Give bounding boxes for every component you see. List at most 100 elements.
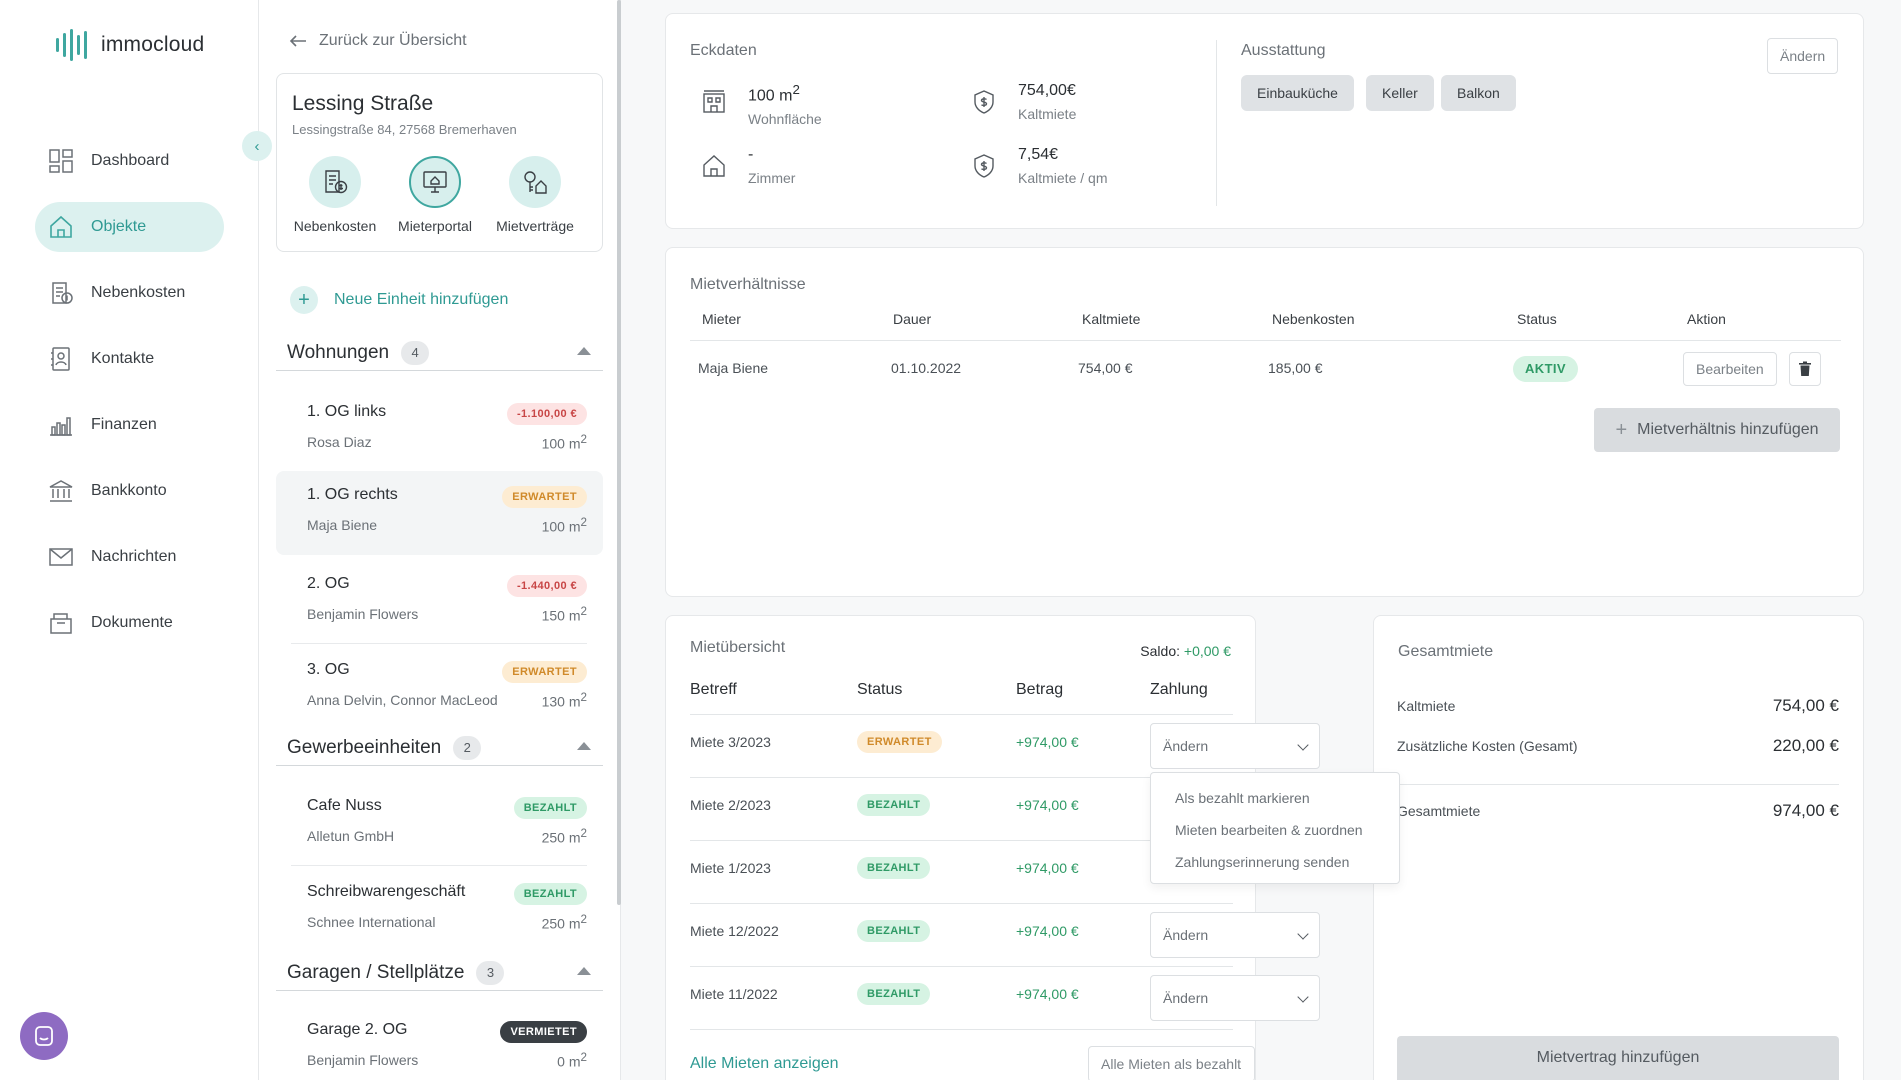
- eckdaten-panel: Eckdaten 100 m2 Wohnfläche 754,00€ Kaltmie…: [665, 13, 1864, 229]
- row-label: Zusätzliche Kosten (Gesamt): [1397, 738, 1578, 754]
- unit-item[interactable]: Garage 2. OG Benjamin Flowers VERMIETET …: [276, 1006, 603, 1080]
- cell-nebenkosten: 185,00 €: [1268, 360, 1323, 376]
- dropdown-item-send-reminder[interactable]: Zahlungserinnerung senden: [1175, 854, 1350, 870]
- unit-item-selected[interactable]: 1. OG rechts Maja Biene ERWARTET 100 m2: [276, 471, 603, 555]
- payment-select[interactable]: Ändern: [1150, 723, 1320, 769]
- unit-item[interactable]: 2. OG Benjamin Flowers -1.440,00 € 150 m…: [276, 560, 603, 644]
- nav-item-label: Objekte: [91, 218, 147, 235]
- unit-size-value: 130 m: [541, 693, 581, 710]
- dropdown-item-edit-assign[interactable]: Mieten bearbeiten & zuordnen: [1175, 822, 1363, 838]
- nav-item-dashboard[interactable]: Dashboard: [35, 136, 224, 186]
- cell-dauer: 01.10.2022: [891, 360, 962, 376]
- edit-tenancy-button[interactable]: Bearbeiten: [1683, 352, 1777, 386]
- ausstattung-edit-button[interactable]: Ändern: [1767, 38, 1839, 74]
- status-badge: BEZAHLT: [857, 983, 931, 1005]
- eck-label: Zimmer: [748, 170, 796, 186]
- logo-bars-icon: [56, 28, 87, 62]
- nav-item-kontakte[interactable]: Kontakte: [35, 334, 224, 384]
- status-badge: BEZAHLT: [857, 920, 931, 942]
- nav-item-nebenkosten[interactable]: Nebenkosten: [35, 268, 224, 318]
- unit-size-value: 0 m: [557, 1053, 581, 1070]
- eck-value-text: 100 m: [748, 87, 793, 105]
- column-header-nebenkosten: Nebenkosten: [1272, 311, 1355, 327]
- unit-item[interactable]: Schreibwarengeschäft Schnee Internationa…: [276, 868, 603, 952]
- add-contract-button[interactable]: Mietvertrag hinzufügen: [1397, 1036, 1839, 1080]
- row-divider: [690, 1029, 1233, 1030]
- eck-value: -: [748, 146, 754, 163]
- unit-divider: [291, 560, 587, 644]
- nav-item-dokumente[interactable]: Dokumente: [35, 598, 224, 648]
- property-action-label: Nebenkosten: [293, 218, 377, 234]
- collapse-triangle-icon[interactable]: [577, 742, 591, 750]
- payment-dropdown-menu: Als bezahlt markieren Mieten bearbeiten …: [1150, 772, 1400, 884]
- sidebar-scrollbar[interactable]: [617, 0, 621, 905]
- eck-item-zimmer: - Zimmer: [700, 146, 795, 186]
- eck-value: 7,54€: [1018, 146, 1059, 163]
- badge-text: ERWARTET: [502, 486, 587, 508]
- mark-all-paid-button[interactable]: Alle Mieten als bezahlt markieren: [1088, 1046, 1255, 1080]
- row-value: 974,00 €: [1772, 801, 1839, 820]
- column-header-kaltmiete: Kaltmiete: [1082, 311, 1141, 327]
- unit-size-sup: 2: [580, 1051, 587, 1064]
- plus-icon: +: [290, 286, 318, 314]
- payment-select[interactable]: Ändern: [1150, 912, 1320, 958]
- nav-item-objekte[interactable]: Objekte: [35, 202, 224, 252]
- delete-tenancy-button[interactable]: [1789, 352, 1821, 386]
- show-all-rents-link[interactable]: Alle Mieten anzeigen: [690, 1055, 839, 1072]
- column-header-betreff: Betreff: [690, 681, 737, 698]
- row-value: 220,00 €: [1772, 736, 1839, 755]
- trash-icon: [1799, 361, 1811, 376]
- add-contract-label: Mietvertrag hinzufügen: [1536, 1049, 1700, 1066]
- unit-item[interactable]: Cafe Nuss Alletun GmbH BEZAHLT 250 m2: [276, 782, 603, 866]
- collapse-triangle-icon[interactable]: [577, 967, 591, 975]
- unit-size-value: 250 m: [541, 915, 581, 932]
- dropdown-item-mark-paid[interactable]: Als bezahlt markieren: [1175, 790, 1310, 806]
- bank-icon: [49, 480, 73, 502]
- group-header-gewerbeeinheiten[interactable]: Gewerbeeinheiten 2: [276, 730, 603, 766]
- badge-text: VERMIETET: [500, 1021, 587, 1043]
- property-action-mietvertraege[interactable]: Mietverträge: [489, 156, 581, 234]
- status-badge: ERWARTET: [857, 731, 942, 753]
- unit-size-value: 150 m: [541, 607, 581, 624]
- eck-value: 754,00€: [1018, 82, 1076, 99]
- unit-tenant: Anna Delvin, Connor MacLeod: [307, 692, 498, 708]
- cell-betrag: +974,00 €: [1016, 797, 1079, 813]
- unit-status-badge: -1.440,00 €: [506, 575, 587, 597]
- unit-tenant: Maja Biene: [307, 517, 378, 533]
- property-action-nebenkosten[interactable]: Nebenkosten: [289, 156, 381, 234]
- chat-launcher-button[interactable]: [20, 1012, 68, 1060]
- unit-item[interactable]: 1. OG links Rosa Diaz -1.100,00 € 100 m2: [276, 388, 603, 472]
- add-tenancy-label: Mietverhältnis hinzufügen: [1637, 421, 1819, 438]
- chevron-left-icon: ‹: [254, 137, 260, 155]
- payment-select[interactable]: Ändern: [1150, 975, 1320, 1021]
- cell-kaltmiete: 754,00 €: [1078, 360, 1133, 376]
- group-header-garagen[interactable]: Garagen / Stellplätze 3: [276, 955, 603, 991]
- unit-name: Schreibwarengeschäft: [307, 883, 466, 900]
- folder-icon: [50, 613, 72, 634]
- gesamtmiete-panel: Gesamtmiete: [1373, 615, 1864, 1080]
- unit-status-badge: -1.100,00 €: [506, 403, 587, 425]
- status-badge: BEZAHLT: [857, 794, 931, 816]
- logo[interactable]: immocloud: [56, 28, 204, 62]
- unit-item[interactable]: 3. OG Anna Delvin, Connor MacLeod ERWART…: [276, 646, 603, 730]
- back-to-overview-link[interactable]: Zurück zur Übersicht: [289, 32, 467, 50]
- nav-item-label: Bankkonto: [91, 482, 167, 499]
- unit-divider: [291, 388, 587, 472]
- nav-item-bankkonto[interactable]: Bankkonto: [35, 466, 224, 516]
- group-header-wohnungen[interactable]: Wohnungen 4: [276, 335, 603, 371]
- nav-item-finanzen[interactable]: Finanzen: [35, 400, 224, 450]
- collapse-triangle-icon[interactable]: [577, 347, 591, 355]
- nav-item-nachrichten[interactable]: Nachrichten: [35, 532, 224, 582]
- property-action-mieterportal[interactable]: Mieterportal: [389, 156, 481, 234]
- add-unit-button[interactable]: + Neue Einheit hinzufügen: [290, 286, 508, 314]
- row-divider: [690, 966, 1233, 967]
- dashboard-icon: [49, 149, 73, 173]
- nav-item-label: Dashboard: [91, 152, 170, 169]
- shield-dollar-icon: [974, 90, 994, 114]
- mietverhaeltnisse-panel: Mietverhältnisse Mieter Dauer Kaltmiete …: [665, 247, 1864, 597]
- unit-size: 130 m2: [542, 691, 587, 710]
- badge-text: -1.100,00 €: [506, 403, 587, 425]
- collapse-sidebar-button[interactable]: ‹: [242, 131, 272, 161]
- eck-item-wohnflaeche: 100 m2 Wohnfläche: [700, 82, 822, 127]
- add-tenancy-button[interactable]: + Mietverhältnis hinzufügen: [1594, 408, 1840, 452]
